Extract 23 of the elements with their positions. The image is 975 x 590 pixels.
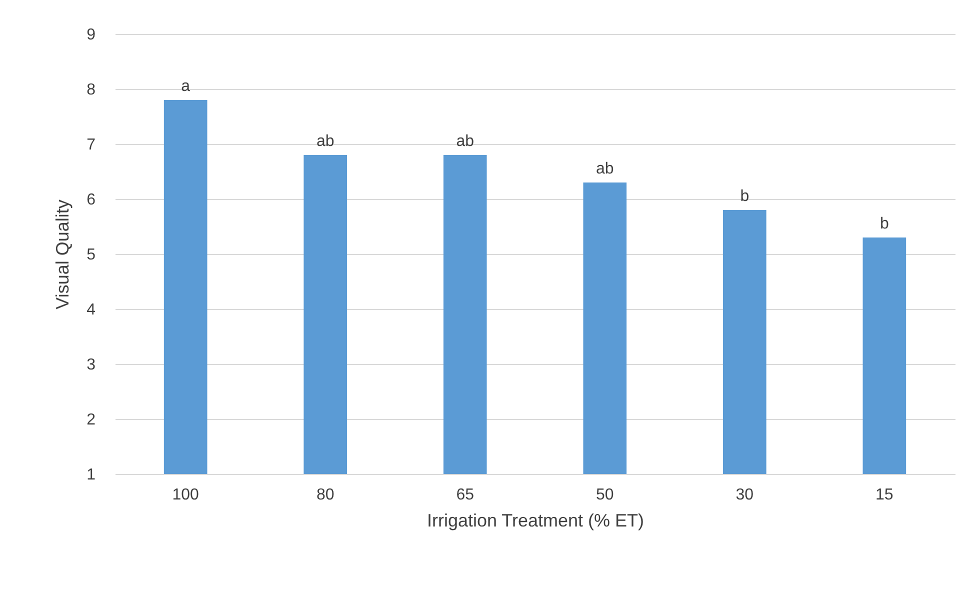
data-label: b: [880, 216, 889, 232]
x-tick-label: 30: [736, 486, 754, 504]
x-axis-title: Irrigation Treatment (% ET): [426, 510, 644, 530]
x-tick-label: 50: [596, 486, 614, 504]
y-axis-title: Visual Quality: [52, 200, 73, 310]
y-tick-label: 4: [86, 302, 96, 318]
y-tick-label: 9: [86, 26, 96, 44]
data-label: b: [740, 188, 750, 205]
y-tick-label: 3: [86, 356, 96, 374]
y-tick-label: 5: [86, 246, 96, 264]
y-tick-label: 8: [86, 82, 96, 98]
y-tick-label: 2: [86, 412, 96, 428]
data-label: ab: [456, 133, 474, 150]
y-tick-label: 1: [86, 466, 96, 484]
data-label: ab: [316, 133, 334, 150]
data-label: a: [181, 78, 190, 95]
x-tick-label: 15: [876, 486, 894, 504]
y-tick-label: 6: [86, 192, 96, 208]
x-tick-label: 65: [456, 486, 474, 504]
data-label: ab: [596, 160, 614, 178]
y-tick-label: 7: [86, 136, 96, 154]
x-tick-label: 100: [172, 486, 200, 504]
x-tick-label: 80: [316, 486, 334, 504]
